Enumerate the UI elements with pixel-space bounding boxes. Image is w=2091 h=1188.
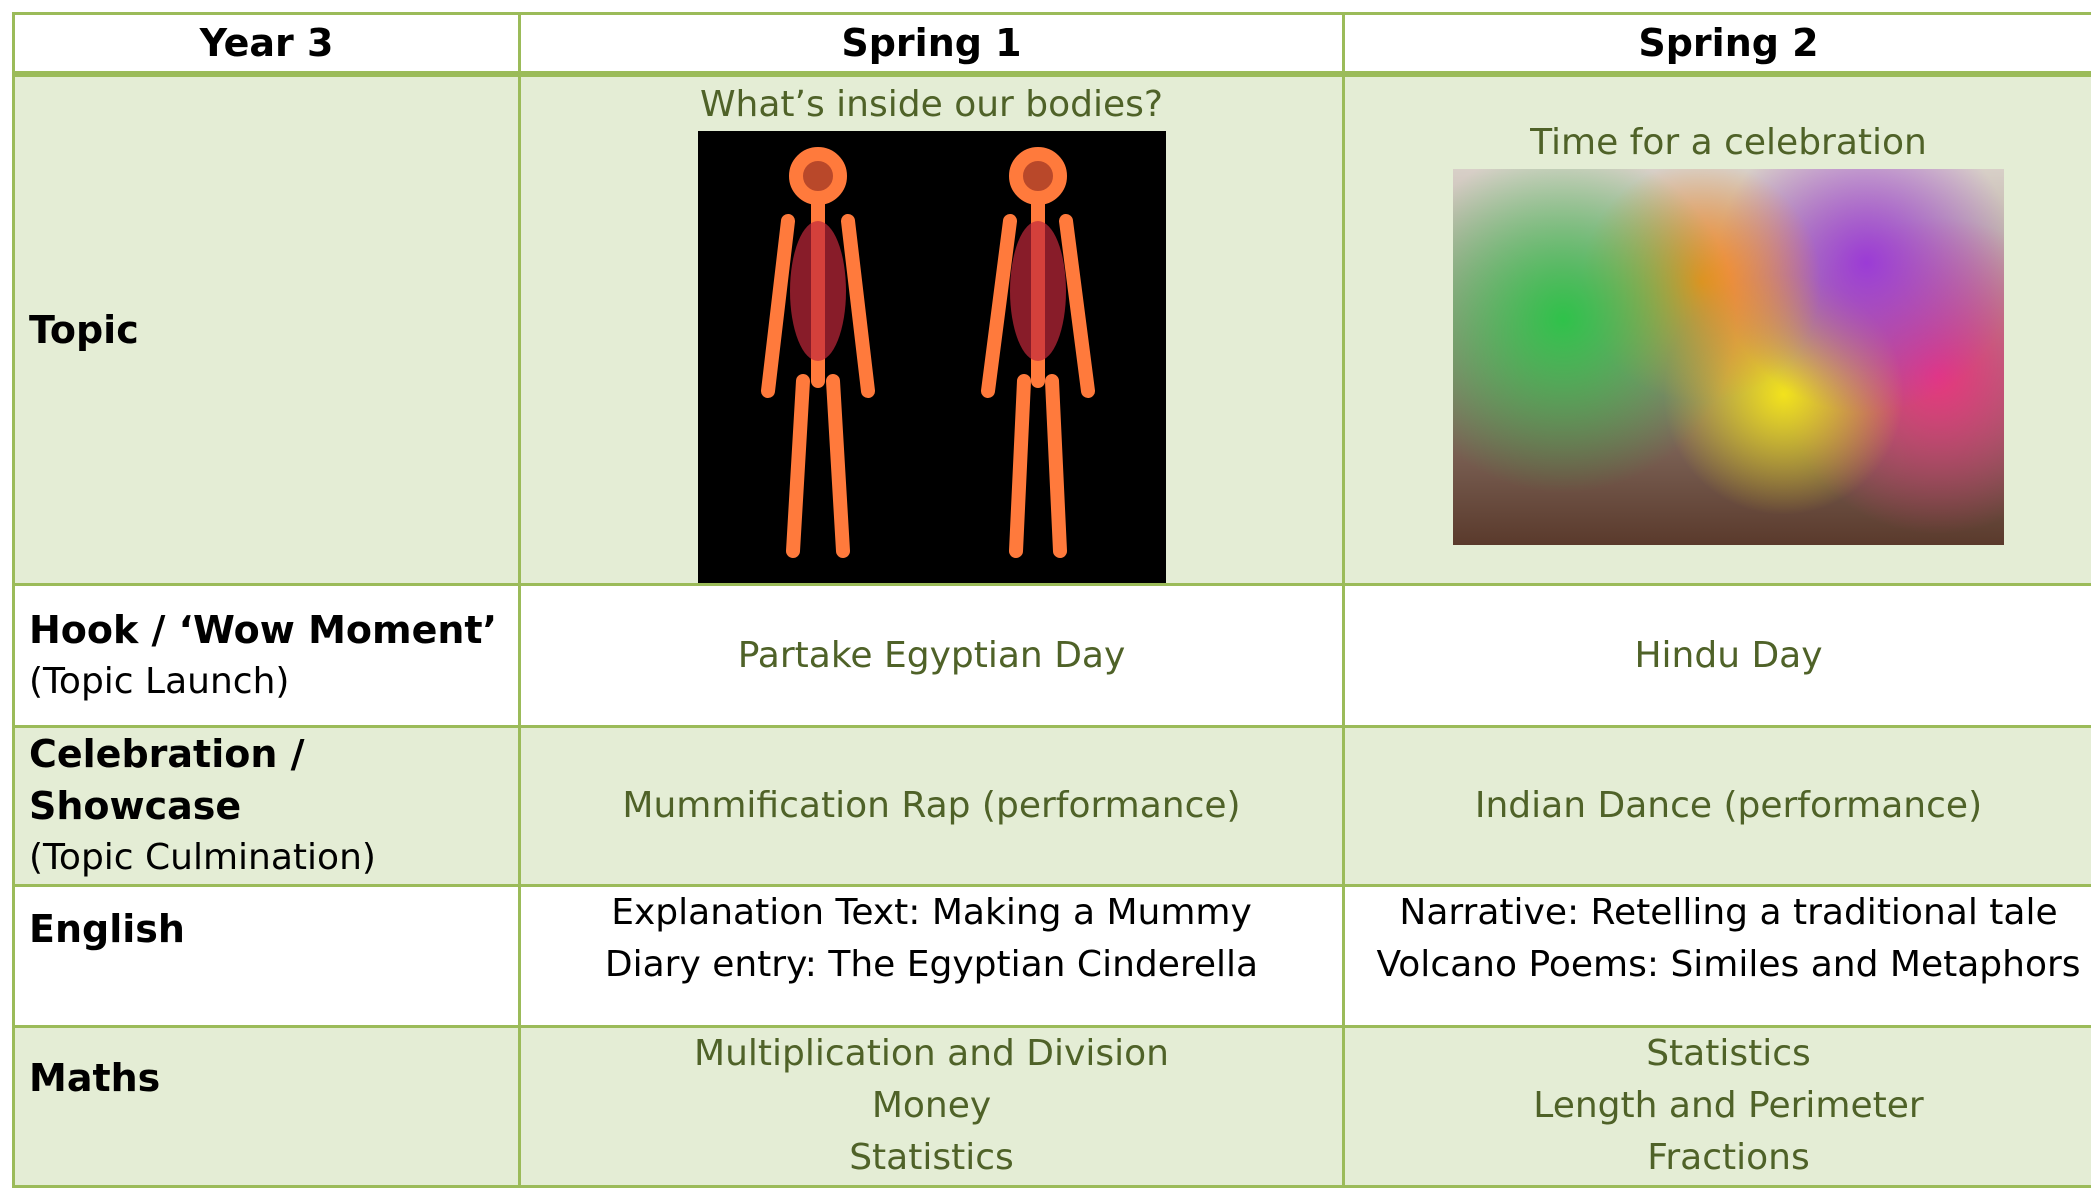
curriculum-table: Year 3 Spring 1 Spring 2 Topic What’s in…: [12, 12, 2091, 1188]
body-image: [698, 131, 1166, 583]
line: Narrative: Retelling a traditional tale: [1359, 887, 2091, 939]
cell: Indian Dance (performance): [1344, 727, 2091, 886]
row-label: Celebration / Showcase (Topic Culmination…: [14, 727, 520, 886]
line: Statistics: [1359, 1028, 2091, 1080]
topic-row: Topic What’s inside our bodies? Time for…: [14, 74, 2091, 585]
label: Topic: [29, 304, 504, 356]
line: Statistics: [535, 1132, 1328, 1184]
cell: Mummification Rap (performance): [520, 727, 1344, 886]
english-row: English Explanation Text: Making a Mummy…: [14, 886, 2091, 1027]
label: English: [29, 903, 504, 955]
header-cell: Spring 2: [1344, 14, 2091, 75]
header-cell: Spring 1: [520, 14, 1344, 75]
sublabel: (Topic Launch): [29, 661, 289, 702]
body-illustration: [698, 131, 1166, 583]
cell: What’s inside our bodies?: [520, 74, 1344, 585]
topic-title: What’s inside our bodies?: [535, 79, 1328, 131]
label: Maths: [29, 1052, 504, 1104]
row-label: Topic: [14, 74, 520, 585]
line: Multiplication and Division: [535, 1028, 1328, 1080]
line: Volcano Poems: Similes and Metaphors: [1359, 939, 2091, 991]
header-row: Year 3 Spring 1 Spring 2: [14, 14, 2091, 75]
label: Celebration / Showcase: [29, 728, 504, 832]
cell: Hindu Day: [1344, 585, 2091, 727]
line: Explanation Text: Making a Mummy: [535, 887, 1328, 939]
line: Length and Perimeter: [1359, 1080, 2091, 1132]
line: Money: [535, 1080, 1328, 1132]
topic-title: Time for a celebration: [1359, 117, 2091, 169]
page: Year 3 Spring 1 Spring 2 Topic What’s in…: [0, 0, 2091, 1164]
line: Fractions: [1359, 1132, 2091, 1184]
sublabel: (Topic Culmination): [29, 837, 376, 878]
cell: Time for a celebration: [1344, 74, 2091, 585]
celebration-row: Celebration / Showcase (Topic Culmination…: [14, 727, 2091, 886]
line: Diary entry: The Egyptian Cinderella: [535, 939, 1328, 991]
row-label: English: [14, 886, 520, 1027]
row-label: Maths: [14, 1027, 520, 1187]
hook-row: Hook / ‘Wow Moment’ (Topic Launch) Partak…: [14, 585, 2091, 727]
holi-image: [1453, 169, 2004, 545]
header-cell: Year 3: [14, 14, 520, 75]
label: Hook / ‘Wow Moment’: [29, 604, 504, 656]
row-label: Hook / ‘Wow Moment’ (Topic Launch): [14, 585, 520, 727]
cell: Partake Egyptian Day: [520, 585, 1344, 727]
